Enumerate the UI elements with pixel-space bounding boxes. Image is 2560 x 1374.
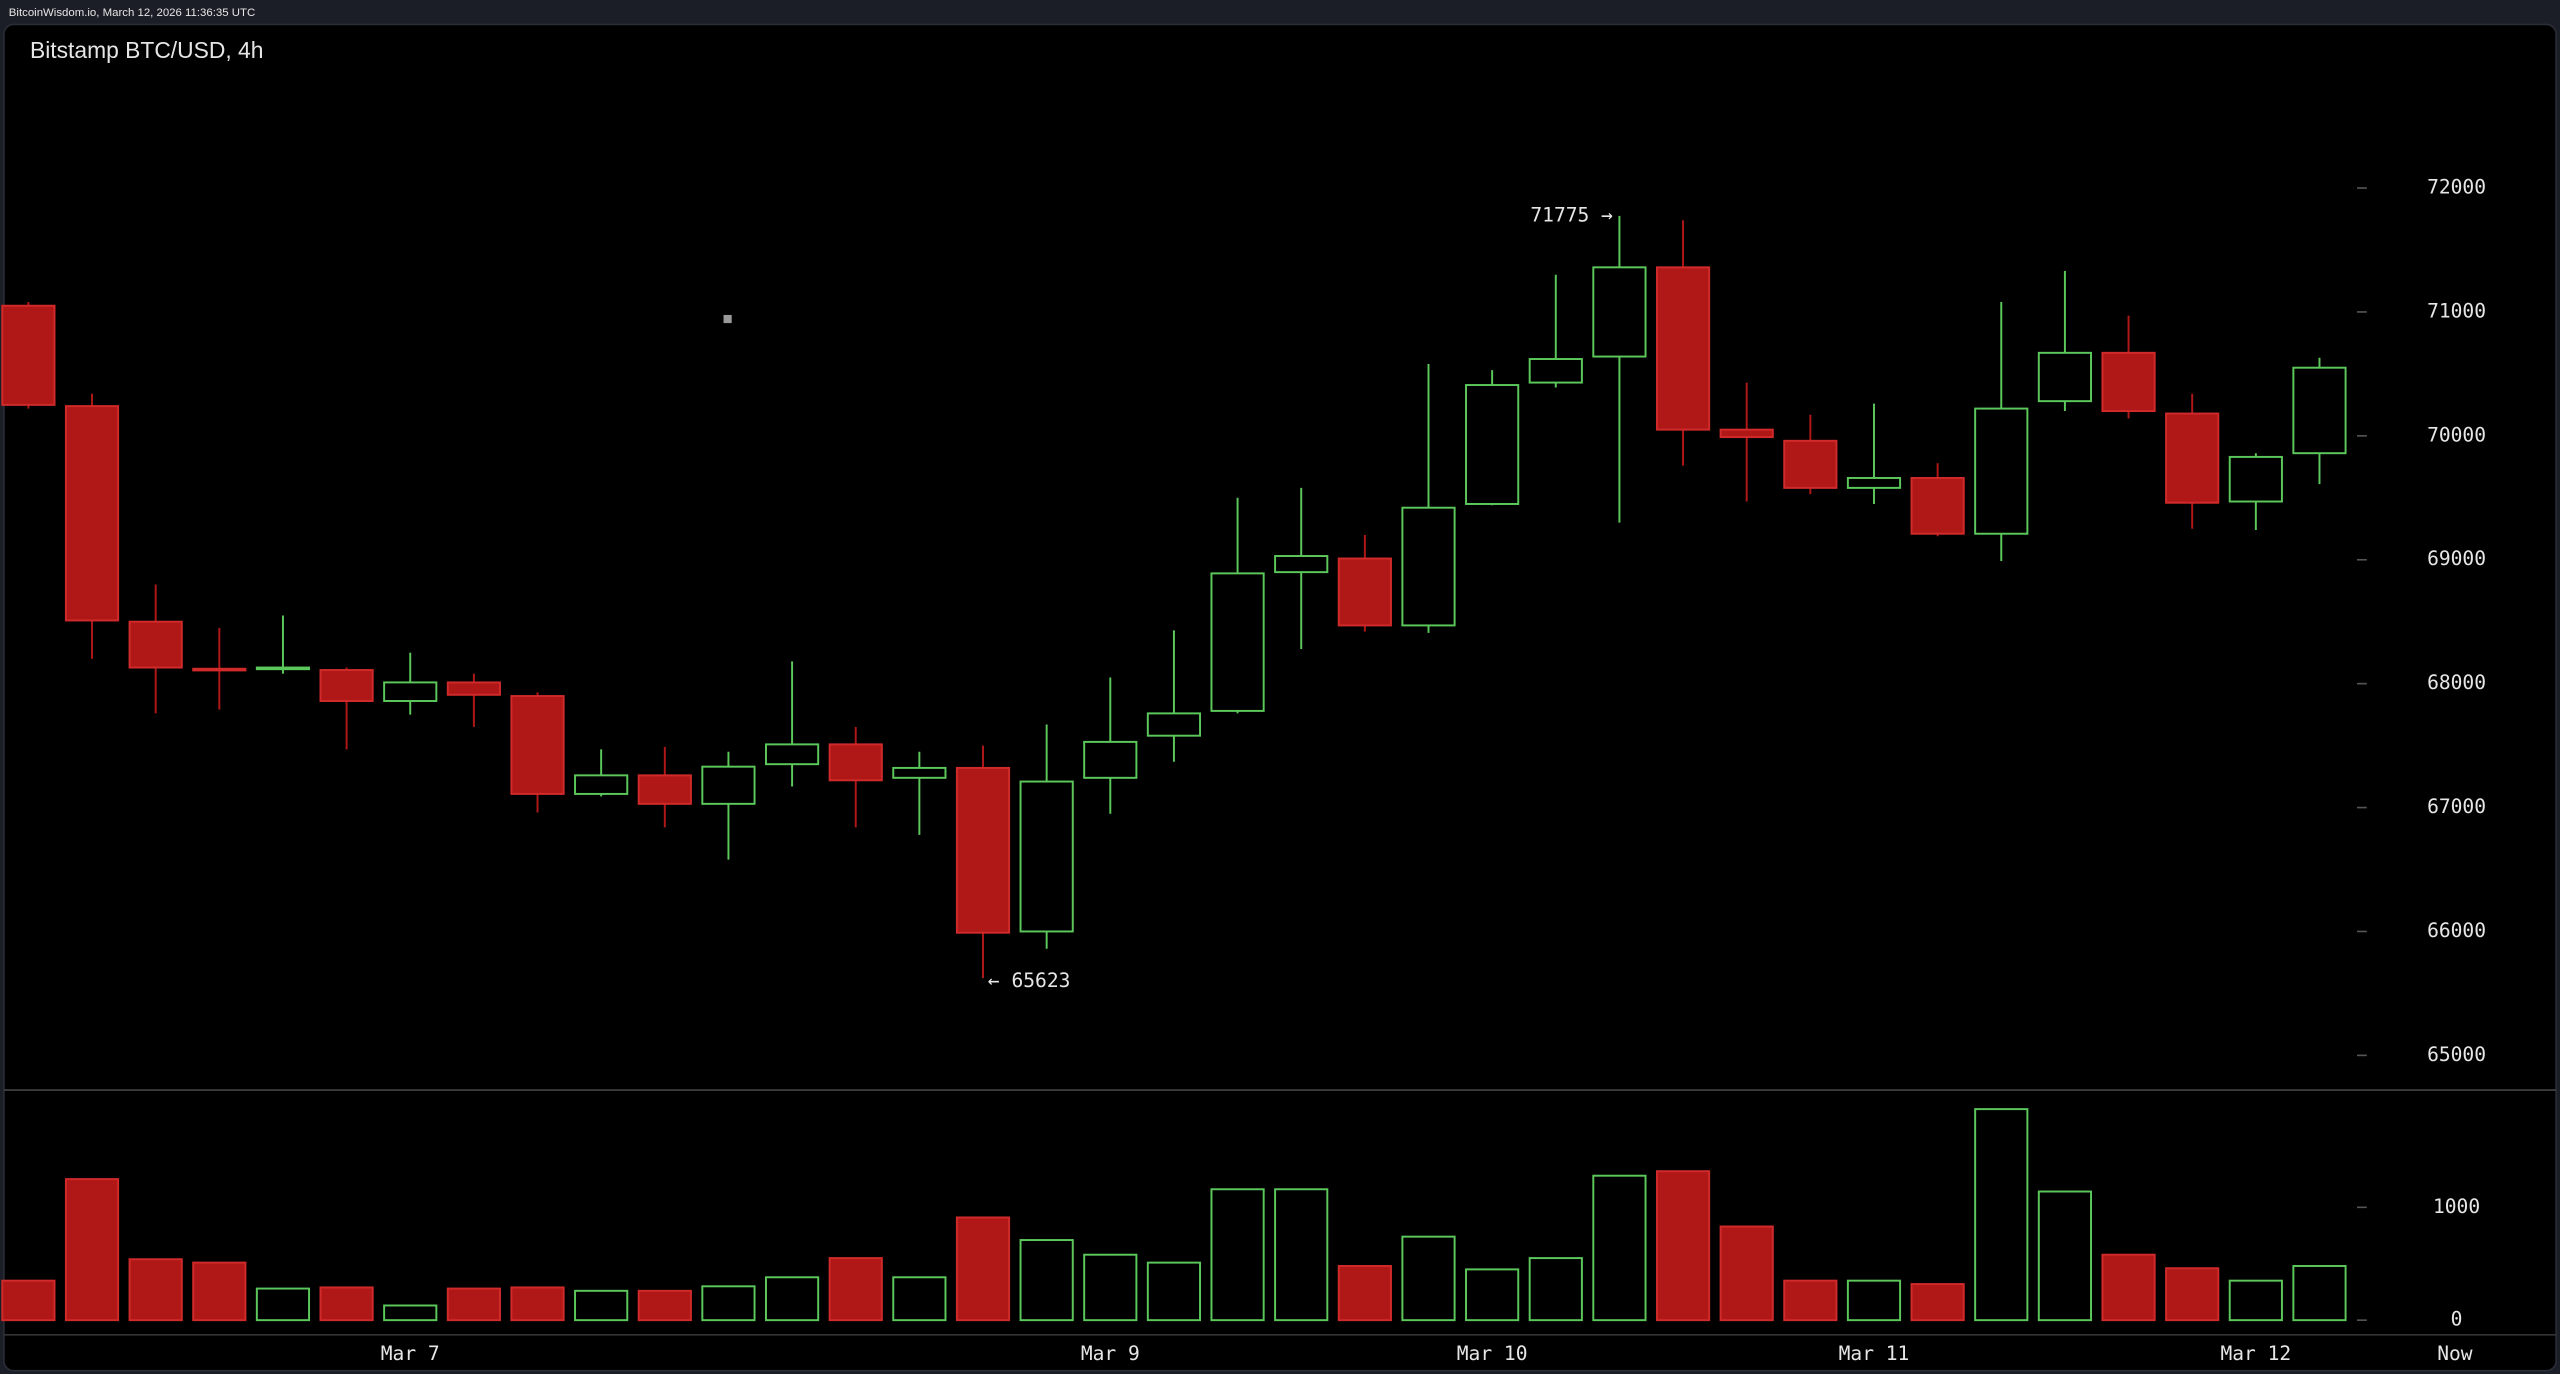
marker-dot — [723, 314, 732, 324]
candle-body — [892, 766, 947, 779]
candle-body — [1019, 780, 1074, 933]
y-tick-label: 70000 — [2427, 423, 2486, 446]
candle-body — [1846, 476, 1902, 489]
candle-body — [701, 765, 756, 805]
candle-body — [2037, 351, 2092, 403]
candle-body — [1083, 740, 1138, 779]
chart-title: Bitstamp BTC/USD, 4h — [30, 37, 263, 63]
low-annotation: ← 65623 — [988, 969, 1071, 992]
volume-tick-label: 1000 — [2433, 1195, 2480, 1218]
x-tick-label: Mar 9 — [1081, 1342, 1140, 1365]
candle-body — [764, 743, 820, 766]
y-tick-label: 67000 — [2427, 795, 2486, 818]
candle-body — [1910, 476, 1965, 535]
volume-bar — [1719, 1225, 1774, 1322]
volume-bar — [2037, 1190, 2092, 1322]
volume-bar — [446, 1287, 501, 1322]
volume-bar — [1846, 1279, 1902, 1322]
volume-bar — [383, 1304, 438, 1322]
candle-body — [128, 620, 183, 669]
y-tick-label: 65000 — [2427, 1043, 2486, 1066]
volume-bar — [828, 1257, 883, 1322]
now-label: Now — [2437, 1342, 2473, 1365]
volume-bar — [1655, 1170, 1711, 1322]
volume-bar — [1528, 1257, 1583, 1322]
candle-body — [1401, 506, 1456, 627]
candle-body — [1592, 266, 1647, 358]
volume-bar — [764, 1276, 820, 1322]
candle-body — [192, 667, 247, 672]
candle-body — [955, 766, 1011, 934]
candle-body — [2101, 351, 2156, 413]
volume-bar — [955, 1216, 1011, 1322]
candle-body — [828, 743, 883, 782]
candle-body — [2165, 412, 2220, 504]
candle-body — [1465, 384, 1520, 505]
volume-bar — [1, 1279, 56, 1322]
volume-bar — [1337, 1265, 1392, 1322]
y-tick-label: 69000 — [2427, 547, 2486, 570]
y-tick-label: 71000 — [2427, 299, 2486, 322]
candle-body — [637, 774, 692, 805]
volume-bar — [2228, 1279, 2283, 1322]
y-tick-label: 72000 — [2427, 176, 2486, 199]
candle-body — [1210, 572, 1265, 712]
volume-bar — [1210, 1188, 1265, 1322]
volume-bar — [1910, 1283, 1965, 1322]
volume-bar — [192, 1261, 247, 1322]
candle-body — [1719, 428, 1774, 439]
y-tick-label: 68000 — [2427, 671, 2486, 694]
volume-bar — [1974, 1108, 2029, 1322]
candle-body — [574, 774, 629, 795]
candle-body — [255, 666, 311, 671]
volume-bar — [1401, 1235, 1456, 1322]
candle-body — [383, 681, 438, 702]
volume-bar — [637, 1289, 692, 1322]
y-tick-label: 66000 — [2427, 919, 2486, 942]
volume-bar — [2165, 1267, 2220, 1322]
chart-panel — [3, 23, 2557, 1372]
candle-body — [319, 669, 374, 702]
volume-bar — [1465, 1268, 1520, 1322]
candle-body — [2292, 366, 2347, 455]
candle-body — [64, 405, 120, 622]
volume-bar — [2101, 1253, 2156, 1322]
volume-bar — [701, 1285, 756, 1322]
candle-body — [2228, 455, 2283, 503]
volume-bar — [255, 1287, 311, 1322]
volume-tick-label: 0 — [2451, 1308, 2463, 1331]
volume-bar — [64, 1178, 120, 1322]
header-text: BitcoinWisdom.io, March 12, 2026 11:36:3… — [9, 7, 255, 19]
candle-body — [1528, 358, 1583, 384]
volume-bar — [319, 1286, 374, 1322]
candle-body — [510, 695, 565, 795]
x-tick-label: Mar 10 — [1457, 1342, 1528, 1365]
x-tick-label: Mar 12 — [2220, 1342, 2291, 1365]
volume-bar — [2292, 1265, 2347, 1322]
x-tick-label: Mar 11 — [1839, 1342, 1910, 1365]
volume-bar — [1783, 1279, 1838, 1322]
volume-bar — [1592, 1174, 1647, 1322]
volume-bar — [1274, 1188, 1329, 1322]
candle-body — [1274, 555, 1329, 574]
volume-bar — [574, 1289, 629, 1322]
volume-bar — [1019, 1239, 1074, 1322]
candle-body — [1146, 712, 1202, 737]
candle-body — [1783, 439, 1838, 489]
candle-body — [1, 304, 56, 406]
candle-body — [446, 681, 501, 696]
volume-bar — [892, 1276, 947, 1322]
volume-bar — [1146, 1261, 1202, 1322]
volume-bar — [1083, 1253, 1138, 1322]
high-annotation: 71775 → — [1530, 203, 1613, 226]
candle-body — [1974, 407, 2029, 535]
candle-body — [1337, 557, 1392, 627]
x-tick-label: Mar 7 — [381, 1342, 440, 1365]
volume-bar — [128, 1258, 183, 1322]
volume-bar — [510, 1286, 565, 1322]
candle-body — [1655, 266, 1711, 431]
